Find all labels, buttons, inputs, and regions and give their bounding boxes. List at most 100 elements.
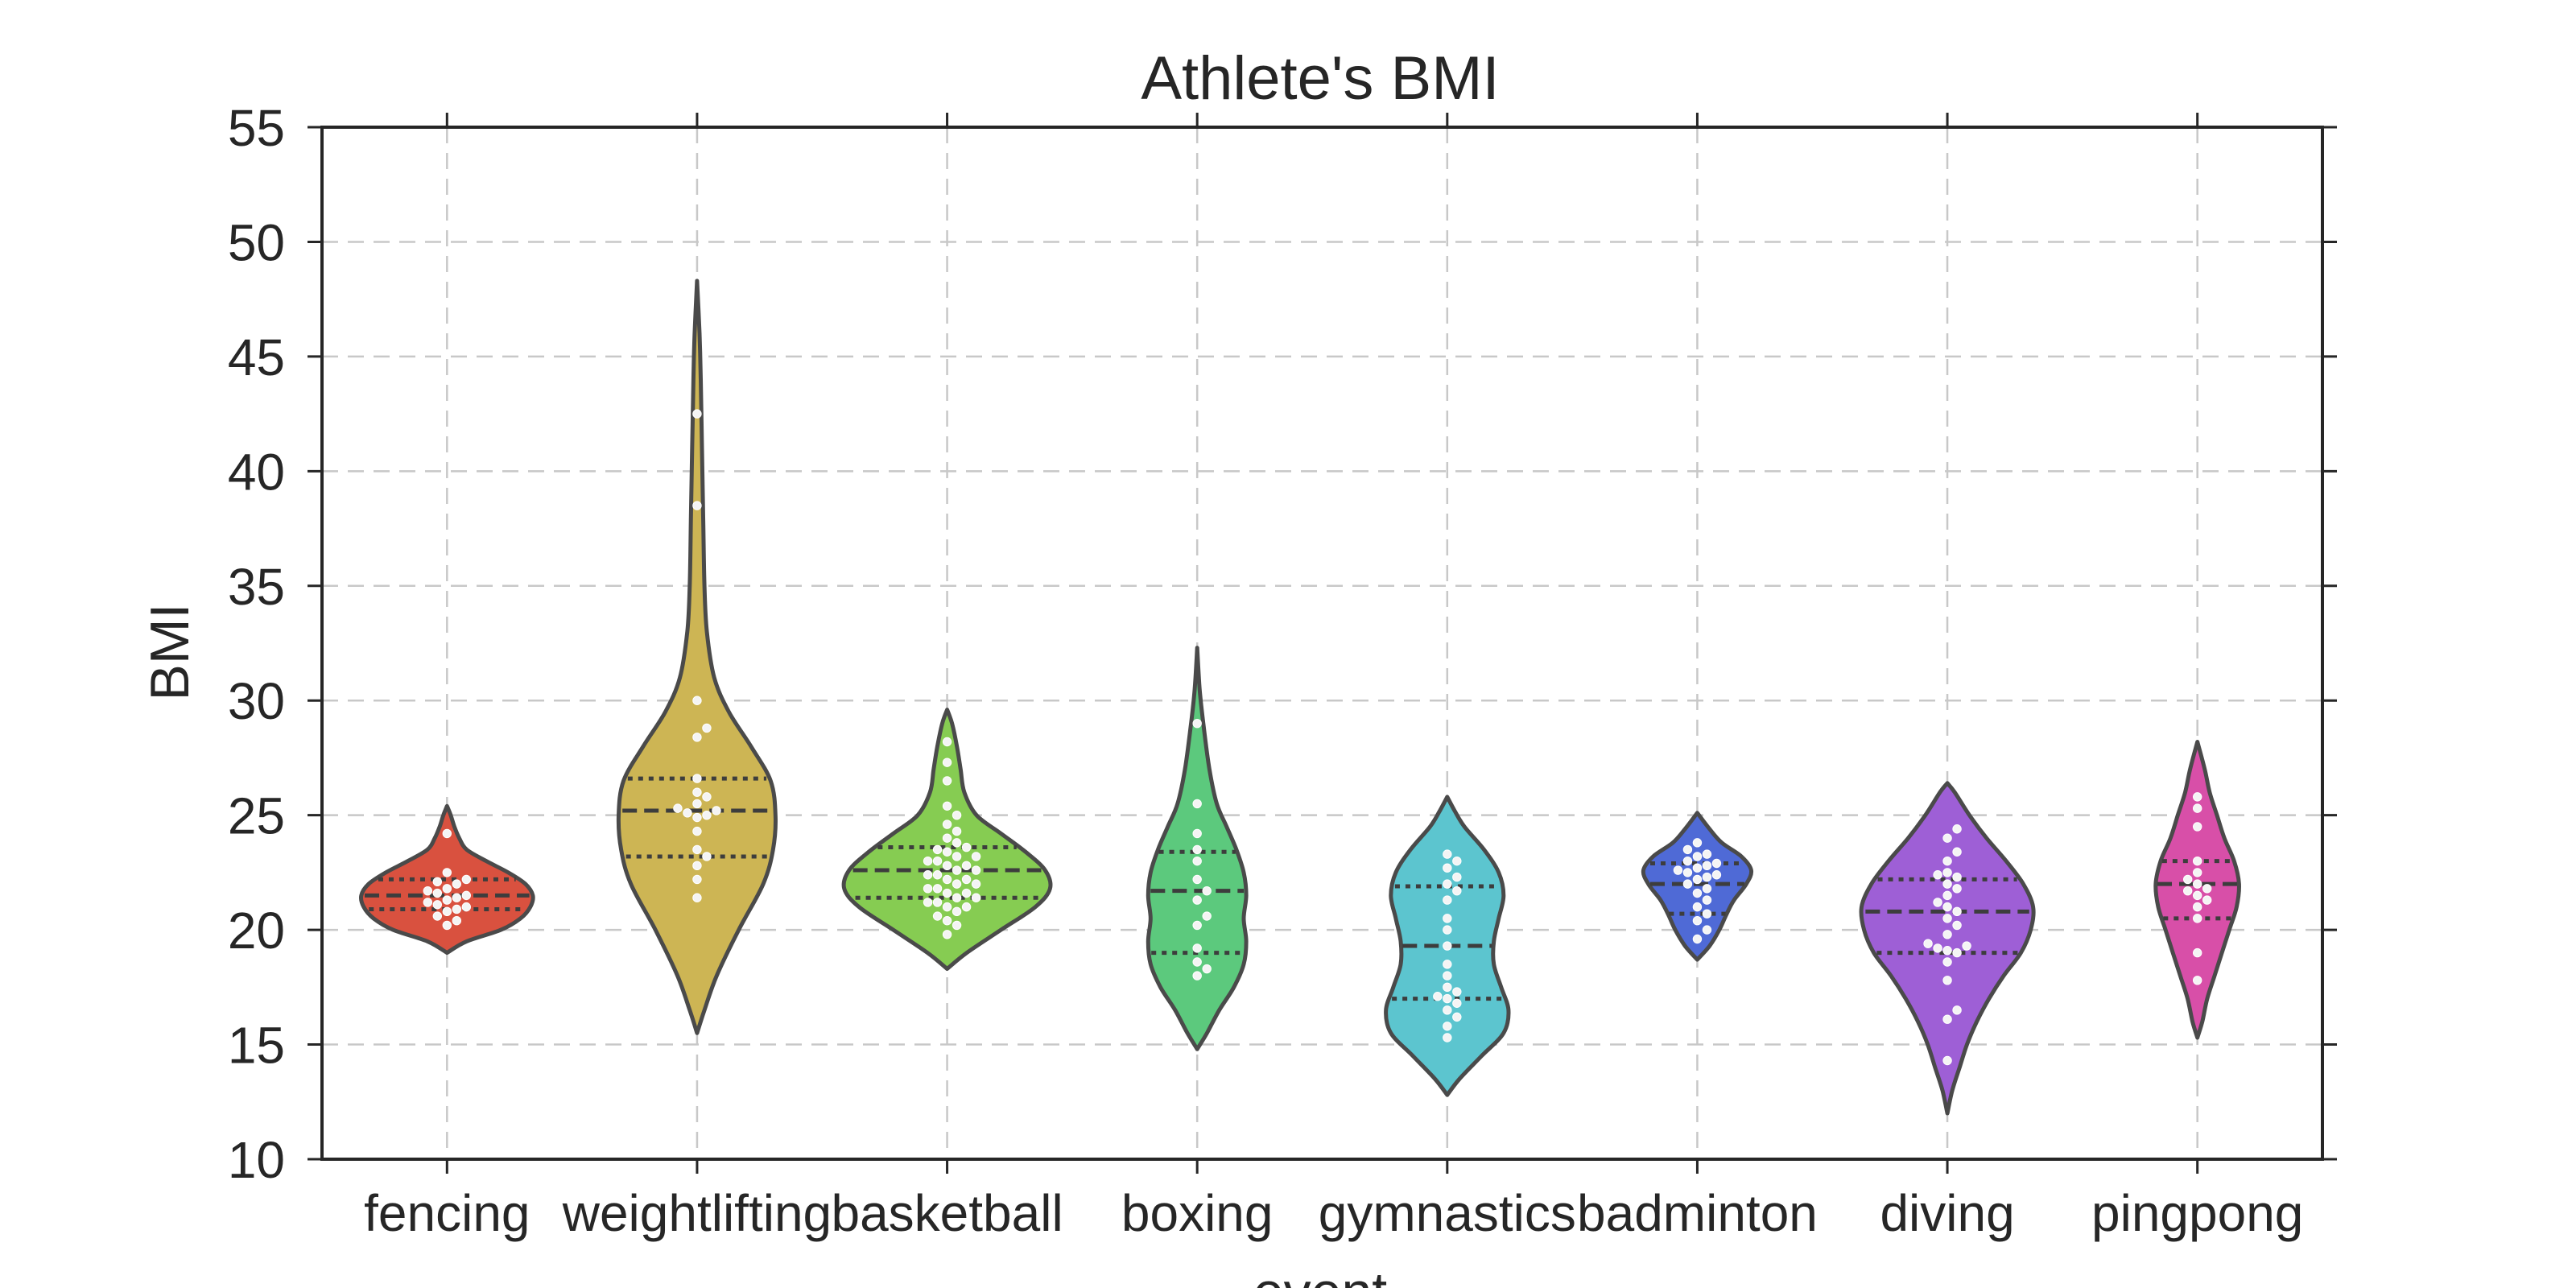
data-point <box>1942 1014 1952 1024</box>
data-point <box>1192 895 1202 905</box>
data-point <box>1192 971 1202 980</box>
data-point <box>1433 992 1443 1001</box>
data-point <box>961 902 972 912</box>
data-point <box>942 874 952 885</box>
y-tick-label: 50 <box>228 213 285 271</box>
data-point <box>1192 856 1202 866</box>
data-point <box>1702 849 1712 859</box>
data-point <box>1952 1005 1962 1015</box>
data-point <box>942 902 952 912</box>
data-point <box>2192 792 2202 802</box>
data-point <box>452 916 462 926</box>
data-point <box>1692 934 1703 944</box>
data-point <box>2192 976 2202 985</box>
data-point <box>461 890 472 901</box>
data-point <box>923 856 933 866</box>
data-point <box>692 874 702 885</box>
data-point <box>1443 879 1452 889</box>
y-tick-label: 35 <box>228 558 285 616</box>
data-point <box>1443 849 1452 859</box>
data-point <box>1933 898 1942 907</box>
data-point <box>1711 858 1722 869</box>
y-tick-label: 20 <box>228 902 285 960</box>
data-point <box>932 856 943 866</box>
data-point <box>1702 895 1712 905</box>
violin-badminton <box>1641 811 1754 962</box>
data-point <box>961 874 972 885</box>
grid-lines <box>322 127 2322 1159</box>
data-point <box>2202 884 2212 894</box>
violin-diving <box>1859 781 2036 1116</box>
data-point <box>712 806 721 815</box>
violins <box>358 279 2241 1116</box>
violin-gymnastics <box>1384 795 1511 1097</box>
data-point <box>1962 941 1971 951</box>
data-point <box>1443 960 1452 969</box>
data-point <box>1452 872 1462 882</box>
data-point <box>442 920 452 931</box>
y-tick-label: 10 <box>228 1131 285 1189</box>
y-tick-label: 15 <box>228 1017 285 1075</box>
data-point <box>1443 914 1452 923</box>
data-point <box>692 826 702 836</box>
data-point <box>1711 870 1722 880</box>
data-point <box>1942 868 1952 877</box>
data-point <box>1443 863 1452 873</box>
data-point <box>961 861 972 871</box>
data-point <box>952 865 962 875</box>
x-tick-label: gymnastics <box>1319 1184 1576 1242</box>
y-tick-label: 55 <box>228 99 285 157</box>
data-point <box>1942 1055 1952 1066</box>
data-point <box>1952 824 1962 834</box>
axes: 10 15 20 25 30 35 40 45 50 55 fencing weightlifting… <box>228 99 2337 1242</box>
data-point <box>452 893 462 902</box>
data-point <box>452 904 462 914</box>
data-point <box>2192 902 2202 912</box>
data-point <box>1443 895 1452 905</box>
data-point <box>1952 920 1962 931</box>
data-point <box>2202 895 2212 905</box>
violin-body <box>616 279 778 1035</box>
data-point <box>1692 874 1703 885</box>
data-point <box>1702 872 1712 882</box>
data-point <box>1702 861 1712 871</box>
x-tick-label: fencing <box>364 1184 530 1242</box>
data-point <box>1702 909 1712 919</box>
data-point <box>1692 888 1703 898</box>
data-point <box>942 888 952 898</box>
data-point <box>923 898 933 907</box>
data-point <box>1933 870 1942 880</box>
data-point <box>2182 874 2193 885</box>
data-point <box>461 902 472 912</box>
data-point <box>692 501 702 510</box>
data-point <box>1942 879 1952 889</box>
data-point <box>692 787 702 797</box>
data-point <box>942 819 952 829</box>
data-point <box>1452 1012 1462 1022</box>
data-point <box>692 733 702 742</box>
data-point <box>1452 998 1462 1008</box>
chart-title: Athlete's BMI <box>1141 44 1499 113</box>
data-point <box>2192 890 2202 901</box>
data-point <box>1692 838 1703 848</box>
data-point <box>1682 856 1693 866</box>
data-point <box>1192 844 1202 855</box>
violin-boxing <box>1146 646 1249 1051</box>
data-point <box>971 852 981 861</box>
data-point <box>1443 1033 1452 1042</box>
data-point <box>452 879 462 889</box>
data-point <box>1682 879 1693 889</box>
x-tick-label: pingpong <box>2091 1184 2303 1242</box>
data-point <box>961 842 972 852</box>
data-point <box>673 803 683 813</box>
x-tick-label: boxing <box>1121 1184 1274 1242</box>
data-point <box>423 886 433 896</box>
data-point <box>442 828 452 839</box>
data-point <box>442 884 452 894</box>
data-point <box>461 874 472 885</box>
data-point <box>1952 947 1962 958</box>
plot-frame <box>320 126 2324 1161</box>
data-point <box>971 879 981 889</box>
data-point <box>702 810 712 820</box>
y-tick-label: 45 <box>228 328 285 386</box>
